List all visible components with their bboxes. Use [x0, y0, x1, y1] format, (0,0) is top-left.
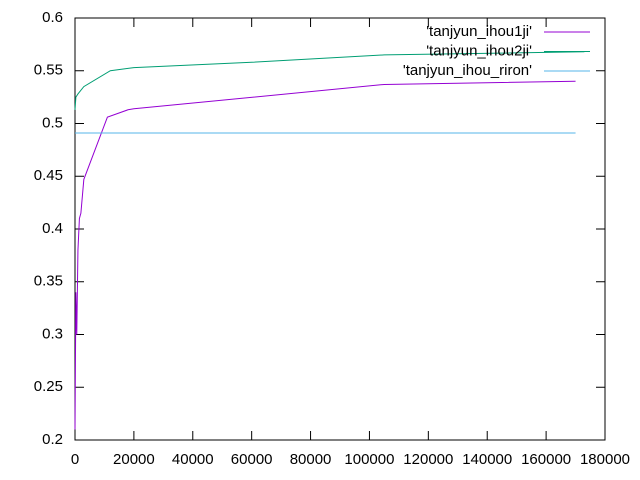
x-tick-label: 120000: [403, 451, 453, 468]
legend-label: 'tanjyun_ihou2ji': [426, 42, 532, 59]
x-tick-label: 100000: [344, 451, 394, 468]
x-tick-label: 60000: [231, 451, 273, 468]
y-tick-label: 0.3: [42, 325, 63, 342]
x-tick-label: 80000: [290, 451, 332, 468]
x-tick-label: 160000: [521, 451, 571, 468]
y-tick-label: 0.55: [34, 62, 63, 79]
x-tick-label: 140000: [462, 451, 512, 468]
x-tick-label: 20000: [113, 451, 155, 468]
series-line: [74, 51, 585, 110]
y-tick-label: 0.6: [42, 9, 63, 26]
series-line: [74, 80, 576, 430]
y-tick-label: 0.2: [42, 431, 63, 448]
plot-frame: [74, 17, 606, 441]
x-tick-label: 40000: [172, 451, 214, 468]
x-tick-label: 0: [71, 451, 79, 468]
legend-label: 'tanjyun_ihou_riron': [403, 62, 532, 79]
y-tick-label: 0.4: [42, 220, 63, 237]
x-tick-label: 180000: [580, 451, 630, 468]
legend-label: 'tanjyun_ihou1ji': [426, 23, 532, 40]
y-tick-label: 0.45: [34, 167, 63, 184]
y-tick-label: 0.35: [34, 273, 63, 290]
y-tick-label: 0.5: [42, 114, 63, 131]
y-tick-label: 0.25: [34, 378, 63, 395]
